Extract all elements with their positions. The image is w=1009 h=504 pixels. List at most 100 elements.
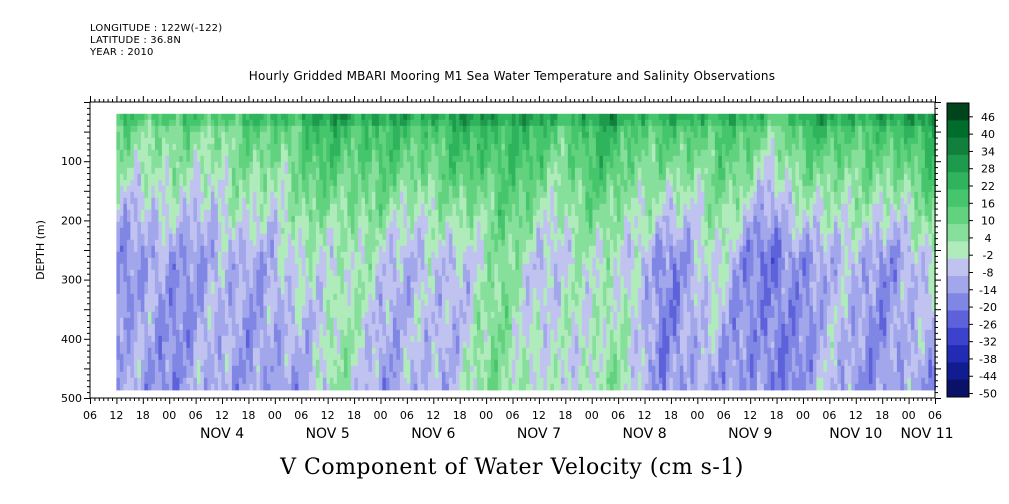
heatmap-cell — [228, 365, 233, 373]
heatmap-cell — [123, 383, 128, 391]
heatmap-cell — [392, 365, 397, 373]
heatmap-cell — [455, 179, 460, 187]
heatmap-cell — [389, 209, 394, 217]
heatmap-cell — [263, 317, 268, 325]
heatmap-cell — [193, 335, 198, 343]
heatmap-cell — [217, 347, 222, 355]
heatmap-cell — [476, 143, 481, 151]
heatmap-cell — [319, 179, 324, 187]
heatmap-cell — [126, 347, 131, 355]
heatmap-cell — [161, 305, 166, 313]
heatmap-cell — [144, 383, 149, 391]
heatmap-cell — [298, 335, 303, 343]
heatmap-cell — [231, 221, 236, 229]
heatmap-cell — [312, 317, 317, 325]
heatmap-cell — [480, 341, 485, 349]
heatmap-cell — [410, 227, 415, 235]
heatmap-cell — [340, 209, 345, 217]
heatmap-cell — [130, 299, 135, 307]
heatmap-cell — [228, 125, 233, 133]
heatmap-cell — [326, 245, 331, 253]
heatmap-cell — [438, 233, 443, 241]
heatmap-cell — [490, 359, 495, 367]
heatmap-cell — [424, 173, 429, 181]
heatmap-cell — [242, 341, 247, 349]
heatmap-cell — [448, 377, 453, 385]
heatmap-cell — [126, 203, 131, 211]
heatmap-cell — [326, 131, 331, 139]
heatmap-cell — [151, 251, 156, 259]
heatmap-cell — [326, 275, 331, 283]
heatmap-cell — [277, 329, 282, 337]
heatmap-cell — [378, 359, 383, 367]
heatmap-cell — [459, 263, 464, 271]
heatmap-cell — [333, 263, 338, 271]
heatmap-cell — [399, 131, 404, 139]
heatmap-cell — [347, 161, 352, 169]
heatmap-cell — [284, 137, 289, 145]
heatmap-cell — [361, 377, 366, 385]
heatmap-cell — [476, 185, 481, 193]
heatmap-cell — [137, 383, 142, 391]
heatmap-cell — [308, 335, 313, 343]
heatmap-cell — [179, 287, 184, 295]
heatmap-cell — [364, 209, 369, 217]
heatmap-cell — [217, 257, 222, 265]
heatmap-cell — [203, 329, 208, 337]
heatmap-cell — [473, 161, 478, 169]
heatmap-cell — [410, 167, 415, 175]
heatmap-cell — [228, 371, 233, 379]
heatmap-cell — [319, 239, 324, 247]
heatmap-cell — [147, 257, 152, 265]
heatmap-cell — [189, 155, 194, 163]
heatmap-cell — [389, 305, 394, 313]
heatmap-cell — [256, 191, 261, 199]
heatmap-cell — [333, 203, 338, 211]
heatmap-cell — [168, 221, 173, 229]
heatmap-cell — [480, 221, 485, 229]
heatmap-cell — [231, 149, 236, 157]
heatmap-cell — [249, 347, 254, 355]
heatmap-cell — [333, 215, 338, 223]
heatmap-cell — [179, 275, 184, 283]
heatmap-cell — [322, 161, 327, 169]
heatmap-cell — [256, 113, 261, 121]
heatmap-cell — [228, 251, 233, 259]
heatmap-cell — [203, 203, 208, 211]
heatmap-cell — [245, 353, 250, 361]
heatmap-cell — [336, 383, 341, 391]
heatmap-cell — [452, 263, 457, 271]
heatmap-cell — [263, 221, 268, 229]
heatmap-cell — [252, 203, 257, 211]
heatmap-cell — [364, 233, 369, 241]
heatmap-cell — [238, 161, 243, 169]
heatmap-cell — [378, 155, 383, 163]
heatmap-cell — [371, 359, 376, 367]
heatmap-cell — [270, 287, 275, 295]
heatmap-cell — [291, 173, 296, 181]
heatmap-cell — [119, 377, 124, 385]
heatmap-cell — [364, 149, 369, 157]
heatmap-cell — [235, 179, 240, 187]
heatmap-cell — [455, 161, 460, 169]
heatmap-cell — [445, 155, 450, 163]
heatmap-cell — [154, 281, 159, 289]
heatmap-cell — [298, 179, 303, 187]
heatmap-cell — [452, 299, 457, 307]
heatmap-cell — [294, 131, 299, 139]
heatmap-cell — [263, 185, 268, 193]
heatmap-cell — [168, 245, 173, 253]
heatmap-cell — [343, 131, 348, 139]
heatmap-cell — [179, 245, 184, 253]
heatmap-cell — [406, 245, 411, 253]
heatmap-cell — [389, 371, 394, 379]
heatmap-cell — [133, 119, 138, 127]
heatmap-cell — [354, 287, 359, 295]
heatmap-cell — [490, 143, 495, 151]
heatmap-cell — [273, 263, 278, 271]
heatmap-cell — [312, 287, 317, 295]
heatmap-cell — [403, 179, 408, 187]
heatmap-cell — [217, 113, 222, 121]
heatmap-cell — [270, 209, 275, 217]
heatmap-cell — [189, 203, 194, 211]
